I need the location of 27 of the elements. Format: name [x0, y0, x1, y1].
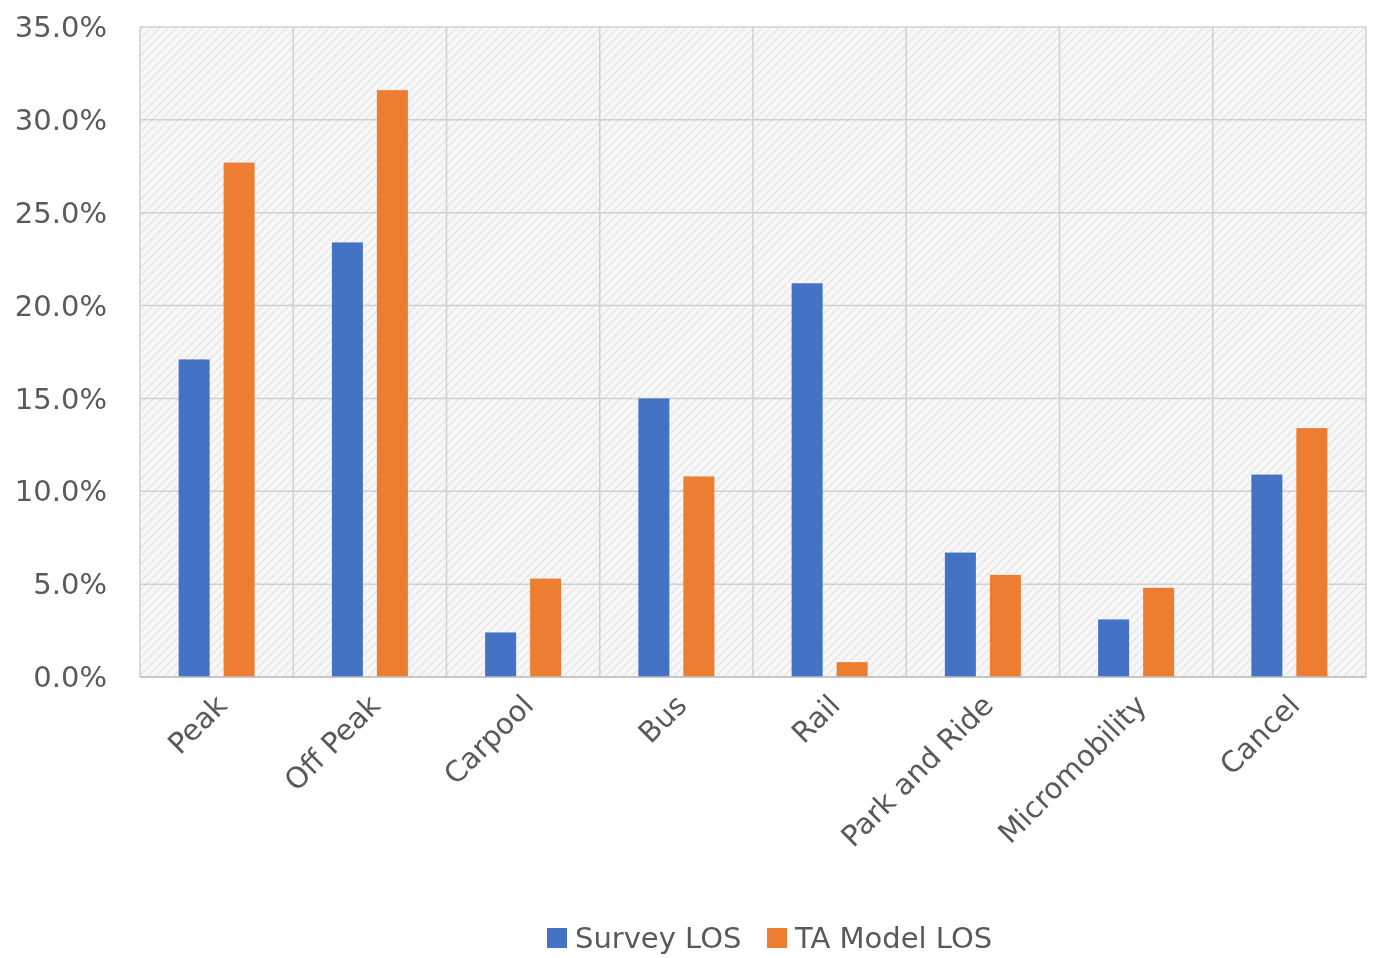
bar	[331, 242, 363, 677]
y-tick-label: 20.0%	[14, 288, 107, 323]
y-tick-label: 35.0%	[14, 10, 107, 45]
bar	[683, 476, 715, 677]
bar	[836, 662, 868, 677]
bar	[223, 162, 255, 677]
x-tick-label: Bus	[631, 687, 694, 750]
bar	[944, 552, 976, 677]
bar	[485, 632, 517, 677]
bar	[1251, 474, 1283, 677]
y-tick-label: 30.0%	[14, 103, 107, 138]
y-tick-label: 15.0%	[14, 381, 107, 416]
bar	[1143, 587, 1175, 677]
bar	[1296, 428, 1328, 677]
y-tick-label: 5.0%	[33, 567, 107, 602]
bar	[989, 574, 1021, 677]
legend-label: TA Model LOS	[794, 921, 993, 956]
bar	[1098, 619, 1130, 677]
legend-label: Survey LOS	[575, 921, 742, 956]
bar	[530, 578, 562, 677]
bar	[638, 398, 670, 677]
bar	[178, 359, 210, 677]
bar	[376, 90, 408, 677]
bar	[791, 283, 823, 677]
y-tick-label: 10.0%	[14, 474, 107, 509]
y-tick-label: 25.0%	[14, 195, 107, 230]
y-tick-label: 0.0%	[33, 660, 107, 695]
